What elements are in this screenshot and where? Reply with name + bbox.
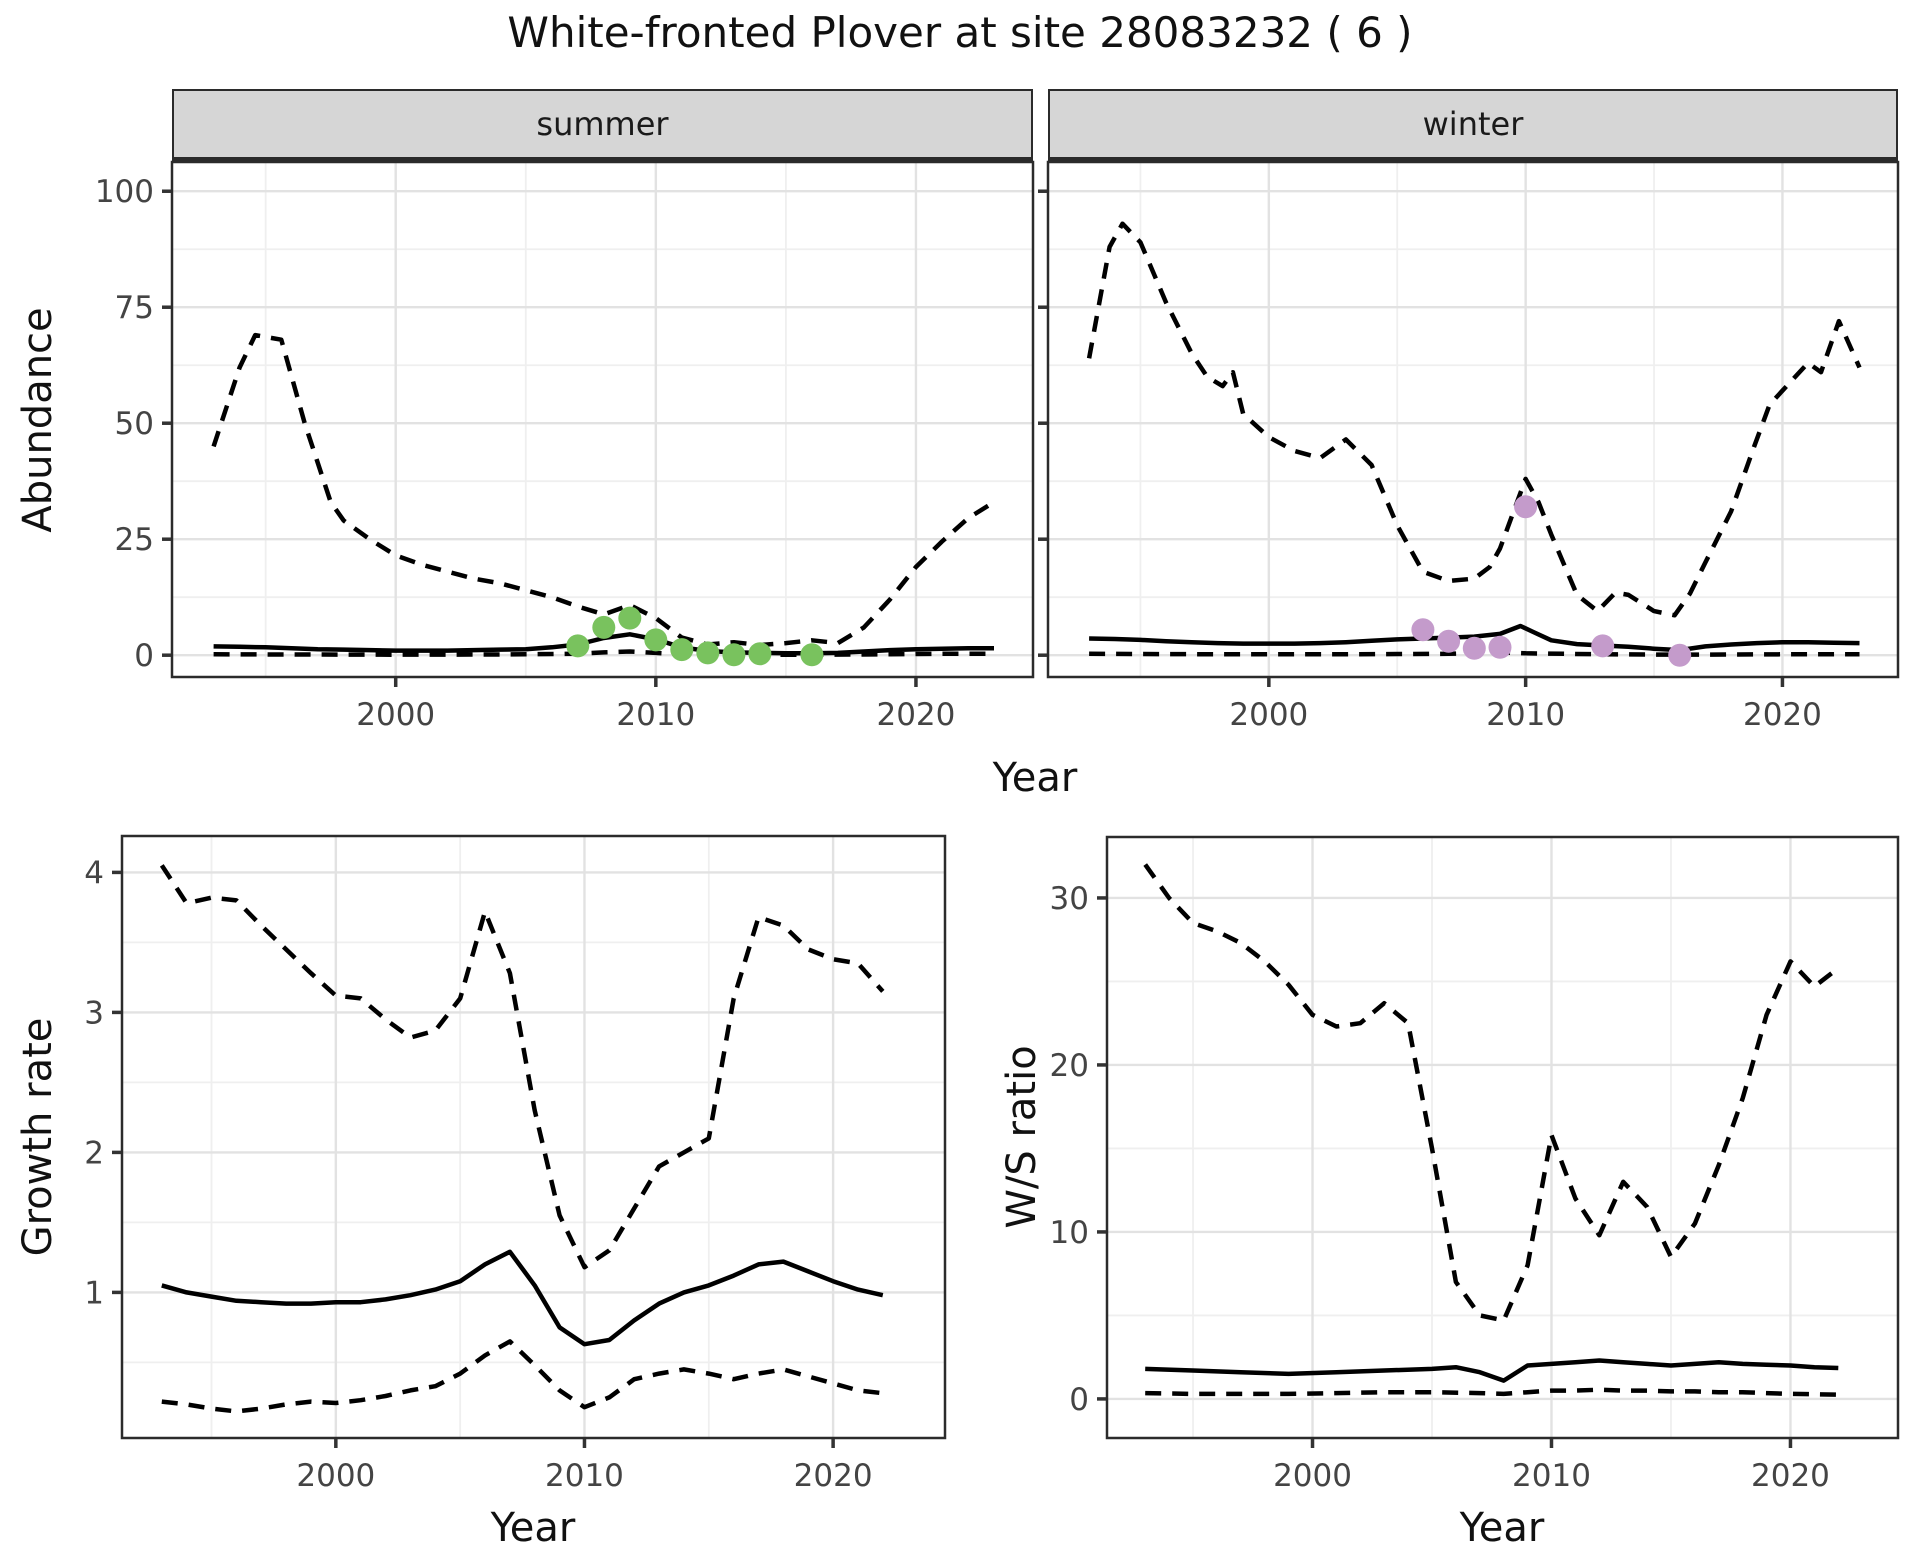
facet-label-winter: winter (1422, 105, 1524, 143)
y-tick-label: 10 (1050, 1215, 1089, 1251)
ws-ratio-median-line (1145, 1358, 1839, 1383)
x-tick-label: 2000 (296, 1458, 375, 1494)
x-tick-label: 2010 (1512, 1458, 1591, 1494)
x-axis-title-year-growth: Year (490, 1505, 576, 1551)
panel-abundance-summer: 2000 2010 2020 0 25 50 75 100 (95, 160, 1035, 733)
abundance-winter-observed-count-point (1488, 635, 1512, 659)
y-tick-label: 1 (84, 1275, 104, 1311)
panel-border (120, 834, 947, 1440)
abundance-winter-observed-count-point (1668, 643, 1692, 667)
growth-rate-lower-ci-line (161, 1339, 884, 1414)
abundance-winter-lower-ci-line (1089, 650, 1860, 657)
abundance-summer-upper-ci-line (211, 332, 996, 648)
abundance-winter-median-line (1089, 623, 1860, 653)
abundance-winter-observed-count-point (1462, 636, 1486, 660)
facet-label-summer: summer (536, 105, 669, 143)
x-tick-label: 2010 (616, 697, 695, 733)
y-axis-title-growth-rate: Growth rate (15, 1017, 61, 1257)
x-axis-title-year-ws: Year (1459, 1505, 1545, 1551)
y-tick-label: 3 (84, 995, 104, 1031)
y-axis-title-abundance: Abundance (15, 307, 61, 533)
abundance-summer-observed-count-point (566, 634, 590, 658)
facet-strip-winter: winter (1048, 89, 1898, 162)
y-tick-label: 50 (115, 406, 154, 442)
abundance-winter-observed-count-point (1514, 495, 1538, 519)
panel-border (1105, 835, 1900, 1440)
abundance-winter-upper-ci-line (1086, 221, 1862, 618)
x-tick-label: 2000 (356, 697, 435, 733)
abundance-winter-observed-count-point (1411, 618, 1435, 642)
ws-ratio-lower-ci-line (1145, 1387, 1839, 1397)
abundance-summer-observed-count-point (592, 615, 616, 639)
panel-border (170, 160, 1035, 679)
abundance-summer-observed-count-point (800, 643, 824, 667)
panel-background (172, 162, 1033, 677)
x-tick-label: 2020 (1751, 1458, 1830, 1494)
panel-ws-ratio: 2000 2010 2020 0 10 20 30 (1050, 835, 1900, 1494)
abundance-winter-observed-count-point (1437, 629, 1461, 653)
panel-border (1046, 160, 1900, 679)
panel-background (122, 836, 945, 1438)
abundance-summer-observed-count-point (722, 643, 746, 667)
y-tick-label: 4 (84, 855, 104, 891)
y-tick-label: 0 (134, 638, 154, 674)
y-tick-label: 25 (115, 522, 154, 558)
x-tick-label: 2000 (1229, 697, 1308, 733)
abundance-summer-observed-count-point (644, 628, 668, 652)
x-tick-label: 2010 (1486, 697, 1565, 733)
y-tick-label: 0 (1069, 1382, 1089, 1418)
abundance-summer-observed-count-point (670, 638, 694, 662)
growth-rate-median-line (161, 1249, 884, 1347)
panel-abundance-winter: 2000 2010 2020 (1038, 160, 1900, 733)
abundance-summer-lower-ci-line (213, 649, 994, 657)
x-tick-label: 2020 (876, 697, 955, 733)
x-tick-label: 2020 (1743, 697, 1822, 733)
abundance-summer-observed-count-point (748, 642, 772, 666)
x-axis-title-year-top: Year (992, 755, 1078, 801)
y-tick-label: 100 (95, 174, 154, 210)
x-tick-label: 2020 (794, 1458, 873, 1494)
panel-background (1048, 162, 1898, 677)
y-tick-label: 2 (84, 1135, 104, 1171)
x-tick-label: 2010 (545, 1458, 624, 1494)
y-tick-label: 75 (115, 290, 154, 326)
y-tick-label: 20 (1050, 1048, 1089, 1084)
abundance-summer-observed-count-point (696, 641, 720, 665)
panel-growth-rate: 2000 2010 2020 1 2 3 4 (84, 834, 947, 1494)
abundance-summer-observed-count-point (618, 606, 642, 630)
facet-strip-summer: summer (172, 89, 1033, 162)
y-axis-title-ws-ratio: W/S ratio (999, 1045, 1045, 1229)
y-tick-label: 30 (1050, 881, 1089, 917)
x-tick-label: 2000 (1273, 1458, 1352, 1494)
chart-title: White-fronted Plover at site 28083232 ( … (507, 8, 1413, 57)
abundance-winter-observed-count-point (1591, 634, 1615, 658)
ws-ratio-upper-ci-line (1143, 863, 1840, 1323)
panel-background (1107, 837, 1898, 1438)
